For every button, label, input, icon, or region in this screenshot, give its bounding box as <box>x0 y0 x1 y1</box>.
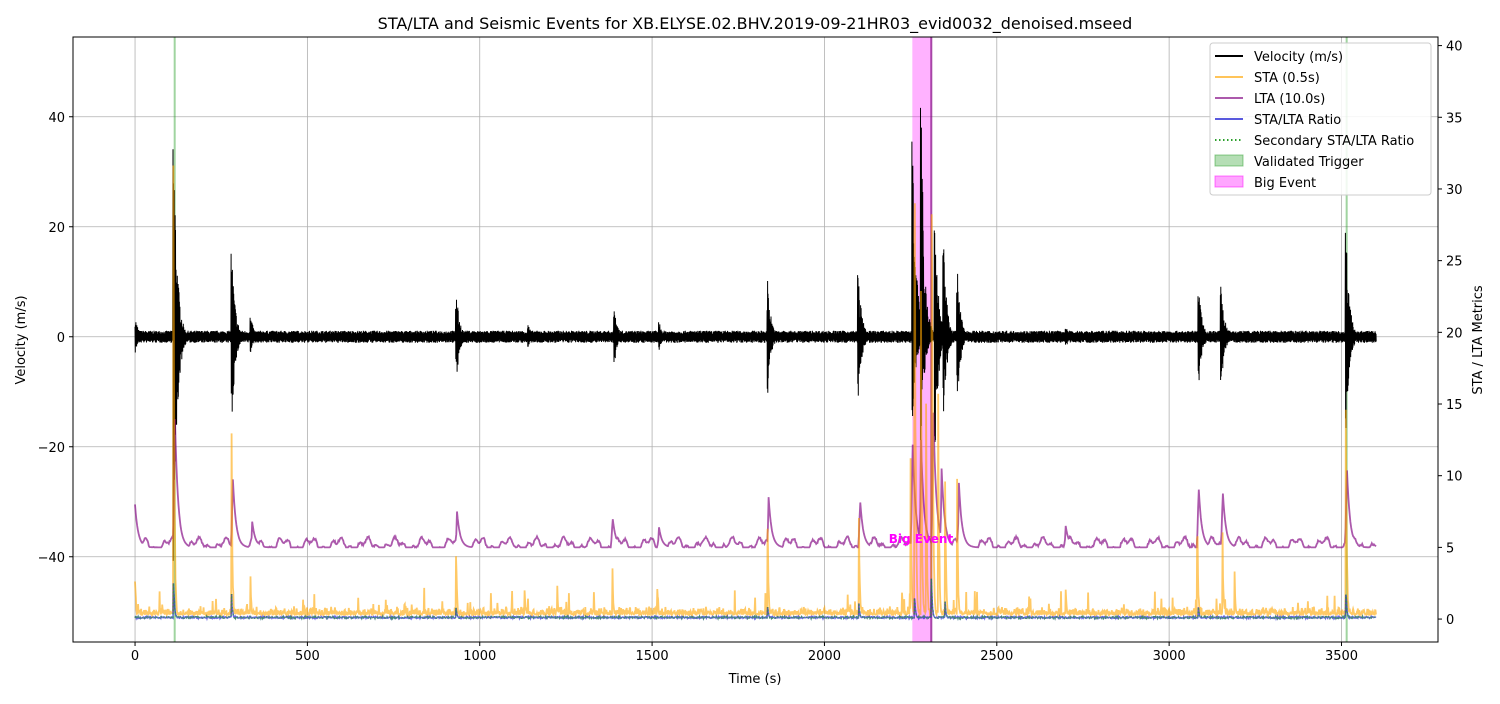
y-right-tick-label: 10 <box>1446 470 1463 485</box>
y-left-tick-label: −20 <box>38 441 65 456</box>
axes: 0 500 1000 1500 2000 2500 3000 3500 −40 −20 0 20 40 0… <box>38 40 1463 664</box>
legend-label: Validated Trigger <box>1254 155 1364 170</box>
series-layer <box>134 107 1377 622</box>
sta-lta-ratio-series <box>134 578 1377 622</box>
legend-swatch-patch <box>1214 154 1244 167</box>
velocity-series <box>134 107 1377 561</box>
chart-title: STA/LTA and Seismic Events for XB.ELYSE.… <box>378 14 1133 34</box>
y-axis-left-label: Velocity (m/s) <box>14 295 29 384</box>
legend-entry: Validated Trigger <box>1214 154 1364 170</box>
x-tick-label: 3000 <box>1153 649 1186 664</box>
x-tick-label: 3500 <box>1325 649 1358 664</box>
y-right-tick-label: 0 <box>1446 613 1454 628</box>
legend-label: Secondary STA/LTA Ratio <box>1254 134 1414 149</box>
y-right-tick-label: 5 <box>1446 541 1454 556</box>
legend-entry: Big Event <box>1214 175 1316 191</box>
legend-label: STA/LTA Ratio <box>1254 113 1341 128</box>
sta-series <box>134 165 1377 619</box>
x-tick-label: 2500 <box>980 649 1013 664</box>
y-right-tick-label: 25 <box>1446 255 1463 270</box>
x-axis-label: Time (s) <box>728 672 782 687</box>
x-tick-label: 1500 <box>636 649 669 664</box>
x-tick-label: 0 <box>131 649 139 664</box>
y-left-tick-label: −40 <box>38 551 65 566</box>
legend-label: Big Event <box>1254 176 1316 191</box>
legend-entry: LTA (10.0s) <box>1215 92 1325 107</box>
annotations: Big Event <box>889 532 954 546</box>
legend-label: Velocity (m/s) <box>1254 50 1343 65</box>
legend-entry: STA/LTA Ratio <box>1215 113 1341 128</box>
legend-entry: Velocity (m/s) <box>1215 50 1343 65</box>
legend-box <box>1209 42 1432 196</box>
x-tick-label: 1000 <box>463 649 496 664</box>
y-left-tick-label: 40 <box>48 111 65 126</box>
x-tick-label: 500 <box>295 649 320 664</box>
legend-swatch-patch <box>1214 175 1244 188</box>
lta-series <box>134 412 1377 549</box>
plot-frame <box>72 36 1439 643</box>
y-right-tick-label: 35 <box>1446 111 1463 126</box>
y-right-tick-label: 40 <box>1446 40 1463 55</box>
legend-label: LTA (10.0s) <box>1254 92 1325 107</box>
y-axis-right-label: STA / LTA Metrics <box>1471 285 1486 395</box>
y-left-tick-label: 0 <box>57 331 65 346</box>
legend-label: STA (0.5s) <box>1254 71 1320 86</box>
legend: Velocity (m/s) STA (0.5s) LTA (10.0s) STA/L… <box>1209 42 1432 196</box>
y-right-tick-label: 30 <box>1446 183 1463 198</box>
legend-entry: Secondary STA/LTA Ratio <box>1215 134 1414 149</box>
legend-entry: STA (0.5s) <box>1215 71 1320 86</box>
y-left-tick-label: 20 <box>48 221 65 236</box>
big-event-annotation: Big Event <box>889 532 954 546</box>
y-right-tick-label: 15 <box>1446 398 1463 413</box>
y-right-tick-label: 20 <box>1446 326 1463 341</box>
x-tick-label: 2000 <box>808 649 841 664</box>
